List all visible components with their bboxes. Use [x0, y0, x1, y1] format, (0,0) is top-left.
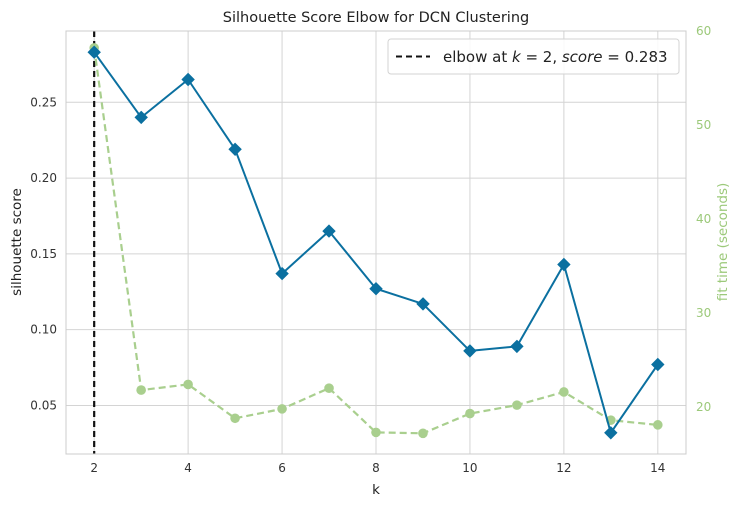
legend-score-symbol: score [562, 48, 603, 66]
x-tick-label: 4 [184, 461, 192, 475]
x-tick-labels: 2 4 6 8 10 12 14 [90, 461, 665, 475]
data-point [324, 383, 334, 394]
data-point [183, 379, 193, 390]
data-point [371, 427, 381, 438]
data-point [322, 224, 336, 238]
y2-axis-title: fit time (seconds) [715, 183, 731, 302]
legend-elbow-label: elbow at k = 2, score = 0.283 [443, 48, 668, 66]
data-point [463, 344, 477, 358]
legend-k-symbol: k [512, 48, 522, 66]
y2-tick-label: 40 [696, 212, 711, 226]
data-point [181, 72, 195, 87]
data-point [277, 404, 287, 414]
y-tick-labels: 0.05 0.10 0.15 0.20 0.25 [30, 95, 57, 412]
data-point [275, 266, 289, 281]
y2-tick-labels: 20 30 40 50 60 [696, 24, 711, 414]
data-point [465, 408, 475, 419]
data-point [230, 413, 240, 424]
data-point [87, 45, 101, 59]
x-axis-title: k [372, 482, 380, 498]
legend: elbow at k = 2, score = 0.283 [387, 38, 680, 75]
y-tick-label: 0.20 [30, 171, 57, 185]
y2-tick-label: 30 [696, 306, 711, 320]
series-layer [87, 43, 665, 440]
grid-lines [66, 31, 686, 454]
data-point [512, 400, 522, 410]
data-point [418, 428, 428, 439]
data-point [510, 339, 524, 354]
x-tick-label: 2 [90, 461, 98, 475]
data-point [228, 142, 242, 157]
legend-prefix: elbow at [443, 48, 512, 66]
data-point [604, 426, 618, 440]
y2-tick-label: 60 [696, 24, 711, 38]
data-point [136, 385, 146, 395]
y-tick-label: 0.05 [30, 398, 57, 412]
data-point [653, 420, 663, 430]
data-point [416, 297, 430, 311]
data-point [559, 387, 569, 397]
legend-k-value: = 2, [521, 48, 562, 66]
data-point [557, 257, 571, 272]
legend-score-value: = 0.283 [603, 48, 668, 66]
plot-frame [65, 30, 687, 455]
data-point [369, 281, 383, 296]
y-tick-label: 0.15 [30, 247, 57, 261]
x-tick-label: 12 [556, 461, 571, 475]
data-point [134, 110, 148, 125]
x-tick-label: 6 [278, 461, 286, 475]
chart-title: Silhouette Score Elbow for DCN Clusterin… [223, 10, 529, 26]
y2-tick-label: 20 [696, 400, 711, 414]
y-axis-title: silhouette score [9, 188, 25, 296]
series-silhouette-score [87, 45, 665, 440]
x-tick-label: 8 [372, 461, 380, 475]
x-tick-label: 14 [650, 461, 665, 475]
y-tick-label: 0.25 [30, 95, 57, 109]
x-tick-label: 10 [462, 461, 477, 475]
y-tick-label: 0.10 [30, 323, 57, 337]
y2-tick-label: 50 [696, 118, 711, 132]
data-point [651, 357, 665, 372]
legend-box [387, 38, 680, 75]
